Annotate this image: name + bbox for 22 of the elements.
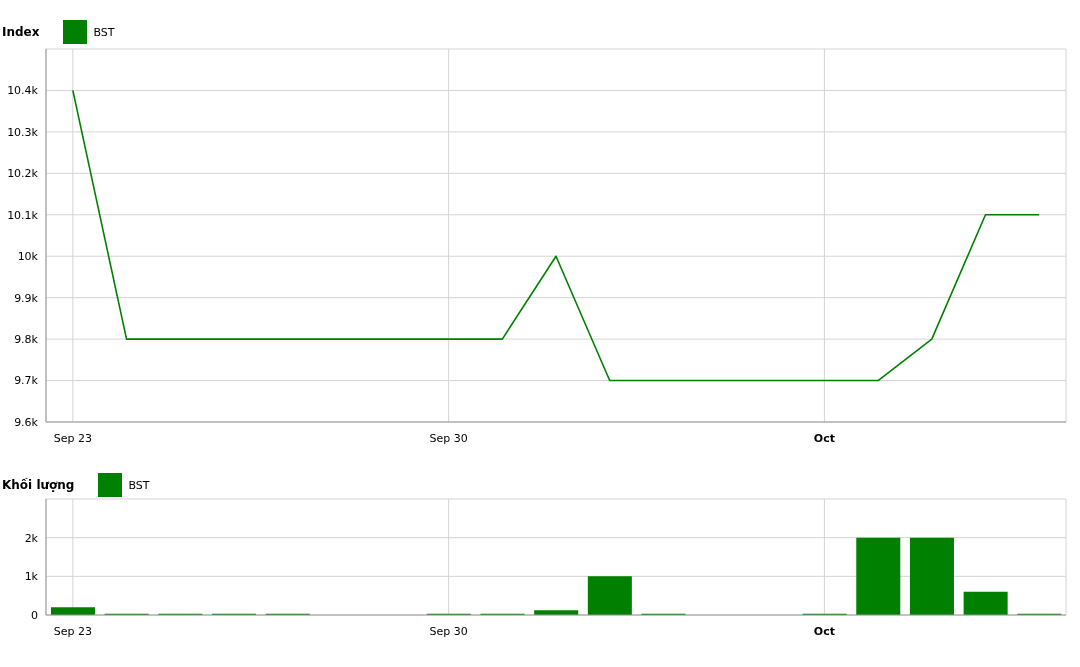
x-tick-label: Oct — [813, 625, 835, 638]
legend-label: BST — [128, 478, 150, 492]
y-tick-label: 9.9k — [14, 291, 39, 305]
x-tick-label: Sep 23 — [53, 432, 92, 445]
y-tick-label: 10k — [17, 250, 39, 264]
y-tick-label: 10.2k — [7, 167, 39, 181]
chart-title: Khối lượng — [2, 478, 75, 492]
y-tick-label: 10.3k — [7, 125, 39, 139]
chart-title: Index — [2, 25, 40, 39]
y-tick-label: 0 — [31, 608, 38, 622]
x-tick-label: Oct — [813, 432, 835, 445]
y-tick-label: 9.6k — [14, 415, 39, 429]
x-tick-label: Sep 23 — [53, 625, 92, 638]
y-tick-label: 9.7k — [14, 374, 39, 388]
y-tick-label: 2k — [24, 531, 39, 545]
y-tick-label: 9.8k — [14, 333, 39, 347]
y-tick-label: 10.1k — [7, 208, 39, 222]
y-tick-label: 1k — [24, 570, 39, 584]
legend-label: BST — [93, 25, 115, 39]
x-tick-label: Sep 30 — [429, 625, 468, 638]
y-tick-label: 10.4k — [7, 84, 39, 98]
x-tick-label: Sep 30 — [429, 432, 468, 445]
